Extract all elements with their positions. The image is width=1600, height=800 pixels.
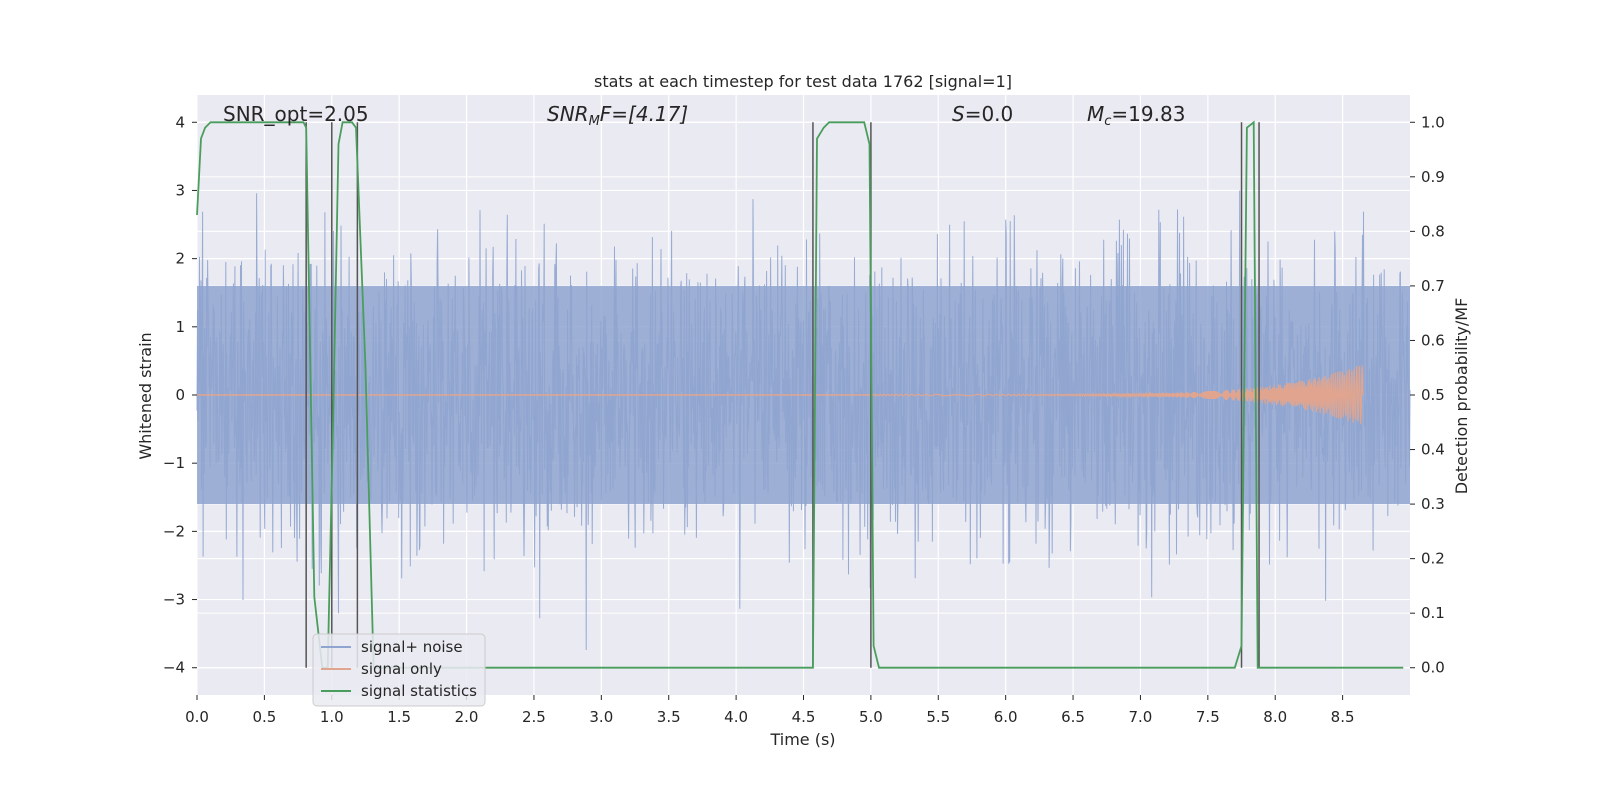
y-left-tick-label: 1: [175, 318, 185, 336]
annotation-mc: Mc=19.83: [1087, 102, 1185, 129]
signal-only-chirp: [870, 365, 1364, 425]
y-right-tick-label: 0.5: [1421, 386, 1445, 404]
x-tick-label: 0.0: [185, 708, 209, 726]
x-tick-label: 6.0: [994, 708, 1018, 726]
x-axis-label: Time (s): [769, 730, 835, 749]
y-right-tick-label: 0.9: [1421, 168, 1445, 186]
annotation-s: S=0.0: [952, 102, 1013, 126]
x-tick-label: 0.5: [252, 708, 276, 726]
y-left-tick-label: 3: [175, 181, 185, 199]
y-right-tick-label: 0.1: [1421, 604, 1445, 622]
y-right-tick-label: 0.7: [1421, 277, 1445, 295]
legend: signal+ noise signal only signal statist…: [312, 633, 486, 707]
y-axis-right-ticks: 1.0 0.9 0.8 0.7 0.6 0.5 0.4 0.3 0.2 0.1 0.0: [1410, 113, 1445, 677]
y-axis-left-ticks: 4 3 2 1 0 −1 −2 −3 −4: [163, 113, 197, 677]
annotation-snr-mf: SNRMF=[4.17]: [547, 102, 688, 129]
x-tick-label: 8.5: [1331, 708, 1355, 726]
mc-symbol: M: [1087, 102, 1104, 126]
x-tick-label: 4.5: [792, 708, 816, 726]
legend-label-noise: signal+ noise: [361, 638, 463, 656]
y-right-tick-label: 0.0: [1421, 659, 1445, 677]
annotation-snr-opt: SNR_opt=2.05: [223, 102, 369, 126]
x-tick-label: 7.0: [1129, 708, 1153, 726]
x-tick-label: 3.0: [589, 708, 613, 726]
x-axis-ticks: 0.0 0.5 1.0 1.5 2.0 2.5 3.0 3.5 4.0 4.5 5.0 5.5 6.0 6…: [185, 695, 1355, 726]
y-axis-left-label: Whitened strain: [136, 332, 155, 459]
noise-trace: [196, 190, 1411, 651]
x-tick-label: 5.5: [926, 708, 950, 726]
y-axis-right-label: Detection probability/MF: [1452, 298, 1471, 495]
vertical-markers: [305, 122, 1260, 668]
x-tick-label: 1.5: [387, 708, 411, 726]
y-left-tick-label: −2: [163, 522, 185, 540]
x-tick-label: 2.0: [455, 708, 479, 726]
y-right-tick-label: 0.2: [1421, 550, 1445, 568]
y-left-tick-label: −3: [163, 591, 185, 609]
snr-mf-value: F=[4.17]: [600, 102, 688, 126]
mc-subscript: c: [1104, 114, 1111, 129]
s-value: =0.0: [965, 102, 1014, 126]
signal-statistics-series: [196, 120, 1404, 669]
signal-statistics-line: [196, 120, 1404, 669]
x-tick-label: 4.0: [724, 708, 748, 726]
x-tick-label: 2.5: [522, 708, 546, 726]
y-left-tick-label: −1: [163, 454, 185, 472]
signal-only-series: [197, 365, 1364, 425]
y-right-tick-label: 0.6: [1421, 331, 1445, 349]
snr-mf-subscript: M: [589, 114, 600, 129]
y-right-tick-label: 0.3: [1421, 495, 1445, 513]
chart-title: stats at each timestep for test data 176…: [594, 72, 1012, 91]
x-tick-label: 7.5: [1196, 708, 1220, 726]
x-tick-label: 3.5: [657, 708, 681, 726]
y-left-tick-label: 0: [175, 386, 185, 404]
y-left-tick-label: 2: [175, 250, 185, 268]
y-left-tick-label: −4: [163, 659, 185, 677]
s-symbol: S: [952, 102, 965, 126]
y-right-tick-label: 1.0: [1421, 113, 1445, 131]
y-left-tick-label: 4: [175, 113, 185, 131]
x-tick-label: 1.0: [320, 708, 344, 726]
y-right-tick-label: 0.4: [1421, 441, 1445, 459]
legend-box: [312, 633, 486, 707]
x-tick-label: 8.0: [1263, 708, 1287, 726]
mc-value: =19.83: [1111, 102, 1185, 126]
x-tick-label: 6.5: [1061, 708, 1085, 726]
snr-mf-symbol: SNR: [547, 102, 589, 126]
x-tick-label: 5.0: [859, 708, 883, 726]
legend-label-signal: signal only: [361, 660, 442, 678]
legend-label-stats: signal statistics: [361, 682, 477, 700]
y-right-tick-label: 0.8: [1421, 222, 1445, 240]
